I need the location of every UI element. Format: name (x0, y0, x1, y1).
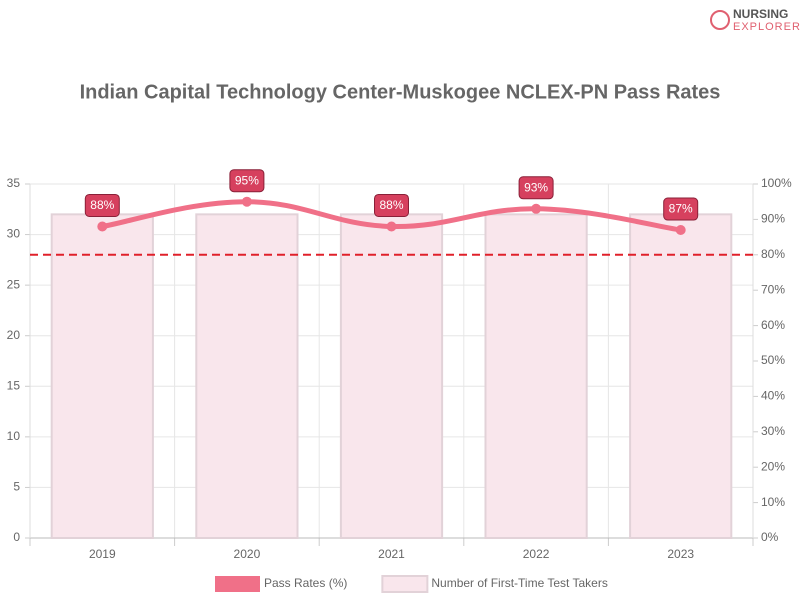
logo-icon (710, 10, 730, 30)
y-tick-label: 0 (13, 530, 20, 544)
y2-tick-label: 70% (761, 282, 785, 296)
value-label: 95% (235, 173, 259, 187)
y2-tick-label: 60% (761, 318, 785, 332)
line-point (97, 221, 108, 232)
value-label-box (663, 197, 699, 221)
bar (195, 213, 299, 539)
line-point (241, 196, 252, 207)
y2-tick-label: 90% (761, 212, 785, 226)
bar (629, 213, 733, 539)
y-tick-label: 5 (13, 480, 20, 494)
value-label: 93% (524, 180, 548, 194)
line-point (675, 225, 686, 236)
brand-logo: NURSING EXPLORER (710, 7, 800, 33)
y-tick-label: 30 (7, 227, 21, 241)
y-tick-label: 10 (7, 429, 21, 443)
x-tick-label: 2020 (234, 547, 261, 561)
value-label-box (374, 193, 409, 217)
value-label: 88% (90, 198, 114, 212)
chart-title: Indian Capital Technology Center-Muskoge… (80, 81, 721, 103)
legend-label: Number of First-Time Test Takers (431, 576, 607, 590)
line-point (531, 203, 542, 214)
x-tick-label: 2021 (378, 547, 405, 561)
value-label-box (518, 176, 554, 200)
y2-tick-label: 10% (761, 495, 785, 509)
y2-tick-label: 50% (761, 353, 785, 367)
y2-tick-label: 100% (761, 176, 792, 190)
x-tick-label: 2023 (667, 547, 694, 561)
brand-line2: EXPLORER (733, 21, 800, 33)
y2-tick-label: 80% (761, 247, 785, 261)
y2-tick-label: 40% (761, 389, 785, 403)
y2-tick-label: 30% (761, 424, 785, 438)
bar (484, 213, 588, 539)
bar (339, 213, 444, 539)
legend-swatch (215, 576, 260, 592)
value-label-box (84, 193, 120, 217)
y2-tick-label: 0% (761, 530, 779, 544)
line-point (386, 221, 397, 232)
y-tick-label: 20 (7, 328, 21, 342)
value-label-box (229, 169, 265, 193)
legend-label: Pass Rates (%) (264, 576, 347, 590)
value-label: 88% (379, 198, 403, 212)
x-tick-label: 2019 (89, 547, 116, 561)
y-tick-label: 15 (7, 378, 21, 392)
value-label: 87% (669, 202, 693, 216)
y-tick-label: 35 (7, 176, 21, 190)
x-tick-label: 2022 (523, 547, 550, 561)
legend-swatch (381, 575, 429, 593)
y2-tick-label: 20% (761, 459, 785, 473)
brand-line1: NURSING (733, 7, 788, 21)
y-tick-label: 25 (7, 277, 21, 291)
bar (50, 213, 154, 539)
